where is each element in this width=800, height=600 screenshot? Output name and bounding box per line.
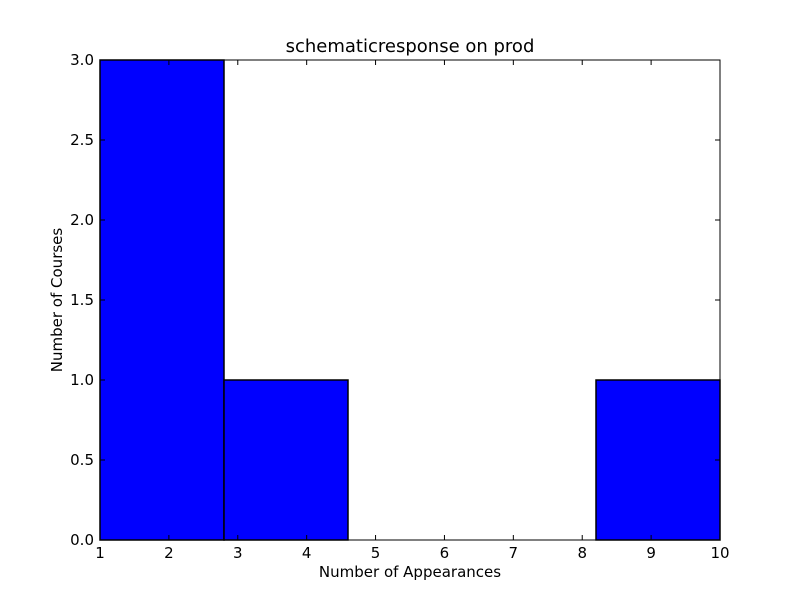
y-axis-ticks: 0.0 0.5 1.0 1.5 2.0 2.5 3.0: [70, 51, 720, 549]
y-tick-label: 1.5: [70, 291, 94, 309]
x-tick-label: 3: [233, 544, 243, 562]
x-axis-ticks: 1 2 3 4 5 6 7 8 9 10: [95, 60, 730, 562]
histogram-bar-2: [223, 379, 349, 541]
y-axis-label: Number of Courses: [48, 228, 66, 373]
histogram-bar-1: [99, 59, 225, 541]
x-tick-label: 2: [164, 544, 174, 562]
histogram-bar-5: [595, 379, 721, 541]
x-tick-label: 4: [302, 544, 312, 562]
x-tick-label: 6: [440, 544, 450, 562]
chart-title: schematicresponse on prod: [286, 36, 535, 57]
y-tick-label: 2.5: [70, 131, 94, 149]
y-tick-label: 3.0: [70, 51, 94, 69]
x-tick-label: 8: [577, 544, 587, 562]
x-tick-label: 7: [509, 544, 519, 562]
y-tick-label: 0.5: [70, 451, 94, 469]
y-tick-label: 2.0: [70, 211, 94, 229]
x-tick-label: 1: [95, 544, 105, 562]
x-tick-label: 9: [646, 544, 656, 562]
x-tick-label: 10: [710, 544, 729, 562]
x-tick-label: 5: [371, 544, 381, 562]
x-axis-label: Number of Appearances: [319, 563, 501, 581]
y-tick-label: 0.0: [70, 531, 94, 549]
bars-group: [99, 59, 721, 541]
y-tick-label: 1.0: [70, 371, 94, 389]
